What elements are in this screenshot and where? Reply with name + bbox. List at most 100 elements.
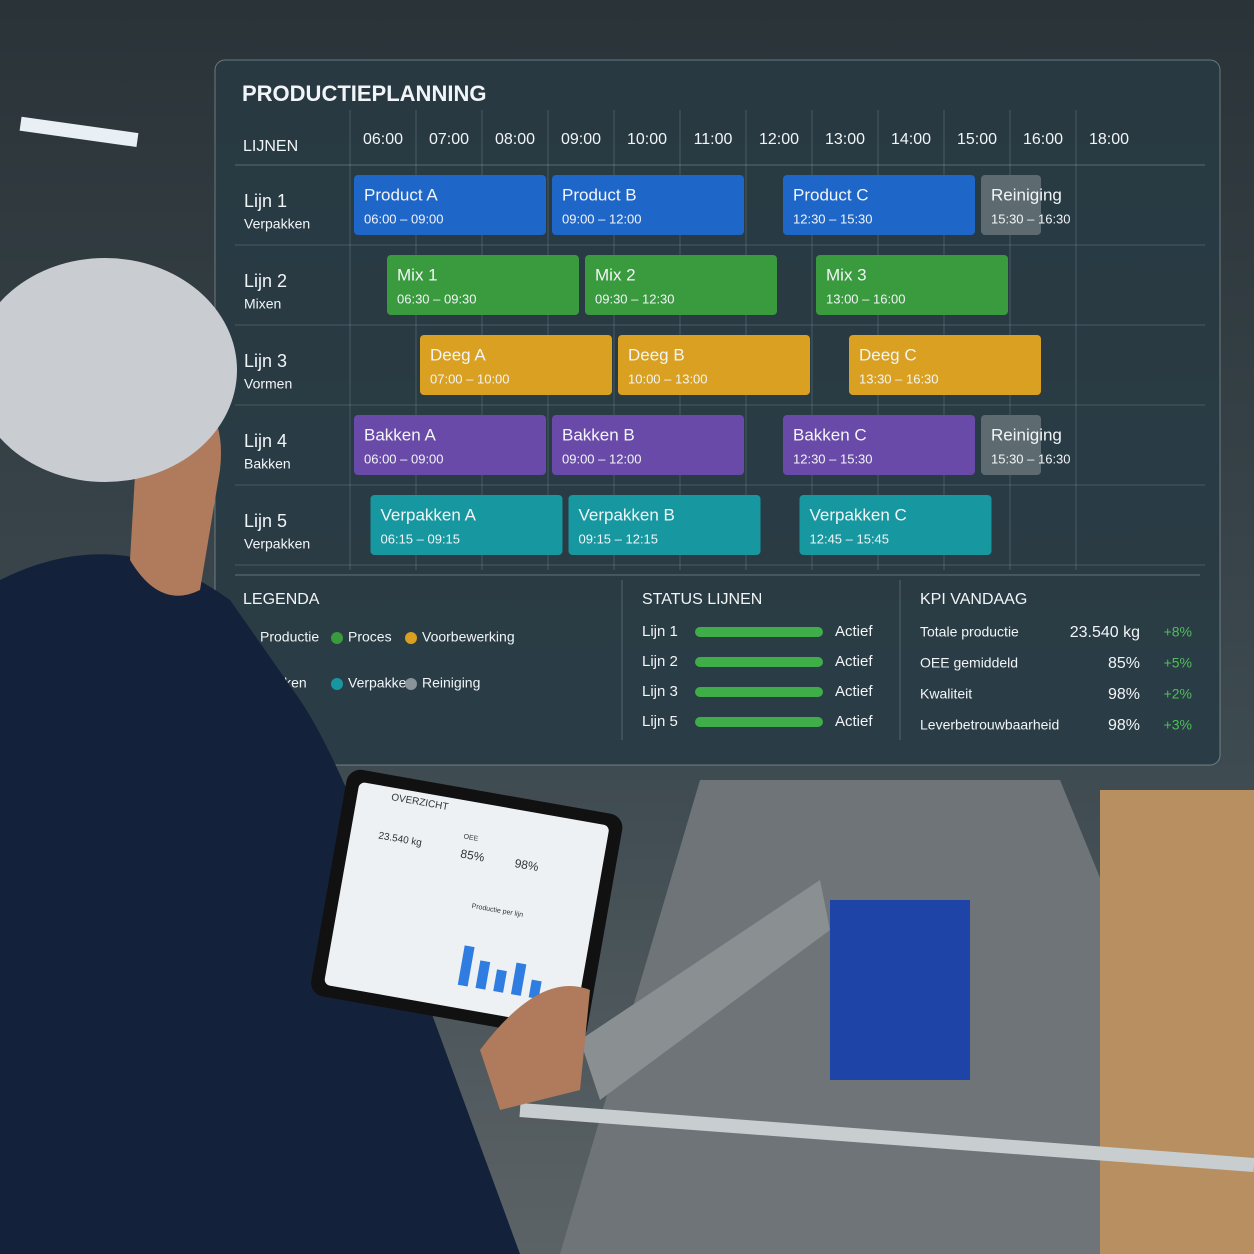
legend-title: LEGENDA bbox=[243, 591, 320, 608]
status-bar bbox=[695, 657, 823, 667]
task-label: Deeg C bbox=[859, 345, 917, 364]
status-bar bbox=[695, 717, 823, 727]
tablet-chart-bar bbox=[528, 979, 542, 1000]
task-label: Bakken A bbox=[364, 425, 436, 444]
tablet-oee-label: OEE bbox=[463, 833, 479, 843]
status-line: Lijn 2 bbox=[642, 653, 678, 670]
time-label: 07:00 bbox=[429, 131, 469, 148]
task-block bbox=[552, 415, 744, 475]
legend-label: Productie bbox=[260, 629, 319, 645]
task-time: 15:30 – 16:30 bbox=[991, 451, 1071, 466]
kpi-value: 98% bbox=[1108, 686, 1140, 703]
task-label: Mix 1 bbox=[397, 265, 438, 284]
kpi-change: +2% bbox=[1164, 686, 1192, 702]
task-time: 09:00 – 12:00 bbox=[562, 211, 642, 226]
time-label: 18:00 bbox=[1089, 131, 1129, 148]
kpi-label: OEE gemiddeld bbox=[920, 655, 1018, 671]
task-time: 06:30 – 09:30 bbox=[397, 291, 477, 306]
kpi-value: 85% bbox=[1108, 655, 1140, 672]
status-state: Actief bbox=[835, 653, 873, 670]
task-label: Verpakken C bbox=[810, 505, 907, 524]
kpi-change: +3% bbox=[1164, 717, 1192, 733]
status-line: Lijn 5 bbox=[642, 713, 678, 730]
time-label: 09:00 bbox=[561, 131, 601, 148]
task-time: 06:00 – 09:00 bbox=[364, 211, 444, 226]
task-block bbox=[783, 175, 975, 235]
legend-swatch bbox=[405, 678, 417, 690]
status-line: Lijn 3 bbox=[642, 683, 678, 700]
kpi-label: Leverbetrouwbaarheid bbox=[920, 717, 1059, 733]
task-time: 12:30 – 15:30 bbox=[793, 211, 873, 226]
task-block bbox=[981, 175, 1041, 235]
tablet-quality: 98% bbox=[514, 856, 540, 874]
task-block bbox=[585, 255, 777, 315]
conveyor bbox=[580, 880, 830, 1100]
task-time: 13:30 – 16:30 bbox=[859, 371, 939, 386]
status-bar bbox=[695, 627, 823, 637]
task-block bbox=[568, 495, 761, 555]
time-label: 08:00 bbox=[495, 131, 535, 148]
task-label: Deeg B bbox=[628, 345, 685, 364]
tablet-chart-bar bbox=[510, 962, 527, 996]
hairnet bbox=[0, 258, 237, 482]
task-time: 09:00 – 12:00 bbox=[562, 451, 642, 466]
task-block bbox=[981, 415, 1041, 475]
person-body bbox=[0, 554, 520, 1254]
task-block bbox=[420, 335, 612, 395]
task-block bbox=[849, 335, 1041, 395]
time-label: 15:00 bbox=[957, 131, 997, 148]
task-block bbox=[354, 175, 546, 235]
task-label: Bakken C bbox=[793, 425, 867, 444]
time-label: 13:00 bbox=[825, 131, 865, 148]
task-time: 06:00 – 09:00 bbox=[364, 451, 444, 466]
line-subtitle: Mixen bbox=[244, 296, 281, 312]
task-label: Product B bbox=[562, 185, 637, 204]
task-block bbox=[799, 495, 992, 555]
task-time: 15:30 – 16:30 bbox=[991, 211, 1071, 226]
status-state: Actief bbox=[835, 683, 873, 700]
legend-swatch bbox=[331, 632, 343, 644]
tablet-chart-bar bbox=[493, 969, 507, 993]
kpi-change: +5% bbox=[1164, 655, 1192, 671]
line-name: Lijn 1 bbox=[244, 191, 287, 211]
tablet-oee: 85% bbox=[459, 847, 485, 865]
legend-swatch bbox=[331, 678, 343, 690]
line-subtitle: Verpakken bbox=[244, 536, 310, 552]
boxes bbox=[1100, 790, 1254, 1254]
lines-header: LIJNEN bbox=[243, 138, 298, 155]
railing bbox=[519, 1103, 1254, 1172]
ceiling-light bbox=[19, 116, 139, 148]
task-label: Product C bbox=[793, 185, 869, 204]
legend-label: Voorbewerking bbox=[422, 629, 515, 645]
kpi-change: +8% bbox=[1164, 624, 1192, 640]
task-block bbox=[370, 495, 563, 555]
time-label: 06:00 bbox=[363, 131, 403, 148]
legend-label: Proces bbox=[348, 629, 392, 645]
status-state: Actief bbox=[835, 713, 873, 730]
task-label: Product A bbox=[364, 185, 438, 204]
task-time: 12:30 – 15:30 bbox=[793, 451, 873, 466]
task-label: Reiniging bbox=[991, 425, 1062, 444]
task-label: Mix 2 bbox=[595, 265, 636, 284]
task-block bbox=[552, 175, 744, 235]
line-subtitle: Vormen bbox=[244, 376, 292, 392]
task-block bbox=[816, 255, 1008, 315]
task-label: Reiniging bbox=[991, 185, 1062, 204]
line-name: Lijn 4 bbox=[244, 431, 287, 451]
task-time: 06:15 – 09:15 bbox=[381, 531, 461, 546]
task-time: 12:45 – 15:45 bbox=[810, 531, 890, 546]
line-name: Lijn 3 bbox=[244, 351, 287, 371]
time-label: 14:00 bbox=[891, 131, 931, 148]
legend-label: Reiniging bbox=[422, 675, 480, 691]
task-time: 09:30 – 12:30 bbox=[595, 291, 675, 306]
person-hand bbox=[480, 986, 590, 1110]
kpi-label: Kwaliteit bbox=[920, 686, 972, 702]
panel-title: PRODUCTIEPLANNING bbox=[242, 81, 486, 106]
line-subtitle: Verpakken bbox=[244, 216, 310, 232]
task-block bbox=[354, 415, 546, 475]
task-label: Bakken B bbox=[562, 425, 635, 444]
status-state: Actief bbox=[835, 623, 873, 640]
task-label: Verpakken A bbox=[381, 505, 477, 524]
